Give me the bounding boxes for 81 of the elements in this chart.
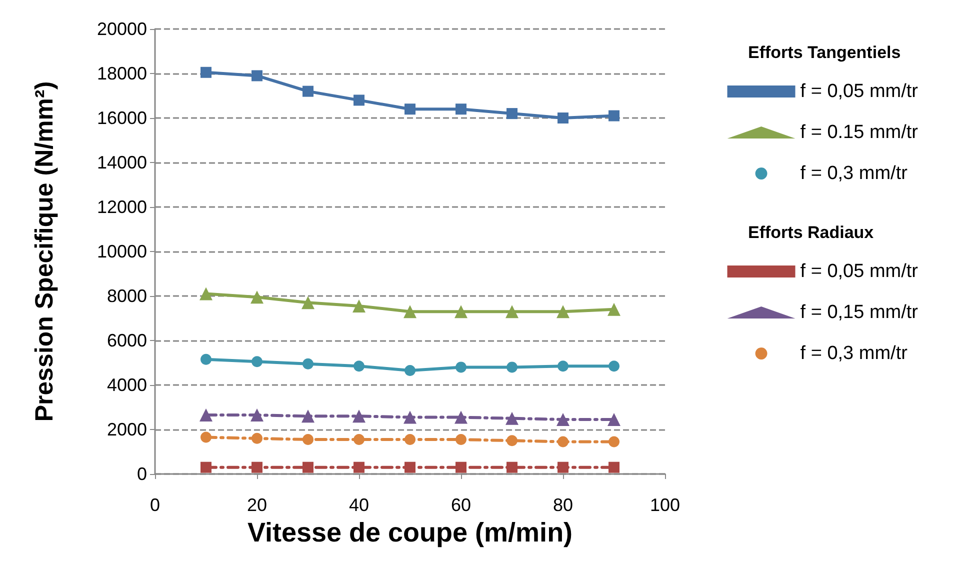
y-tick-label: 6000 <box>106 330 147 350</box>
point <box>558 112 568 124</box>
point <box>302 86 314 97</box>
point <box>506 305 518 318</box>
point <box>354 94 364 106</box>
point <box>608 360 620 372</box>
point <box>354 360 364 372</box>
point <box>200 432 212 443</box>
x-tick-label: 40 <box>348 495 370 515</box>
point <box>558 436 568 448</box>
point <box>252 356 262 368</box>
legend-label: f = 0,05 mm/tr <box>800 81 919 102</box>
point <box>608 412 620 426</box>
legend-label: f = 0,3 mm/tr <box>800 343 908 364</box>
y-tick-label: 4000 <box>106 375 147 395</box>
y-tick-label: 18000 <box>96 64 147 84</box>
point <box>456 104 466 115</box>
y-axis-title: Pression Specifique (N/mm²) <box>30 81 58 422</box>
point <box>556 412 570 426</box>
point <box>506 362 518 373</box>
point <box>302 462 314 473</box>
point <box>506 412 518 425</box>
point <box>456 462 466 473</box>
point <box>200 354 212 365</box>
x-tick-label: 60 <box>450 495 472 515</box>
point <box>558 360 568 372</box>
point <box>608 110 620 122</box>
point <box>456 434 466 446</box>
point <box>556 305 570 318</box>
point <box>302 410 314 423</box>
point <box>558 462 568 473</box>
x-axis-title: Vitesse de coupe (m/min) <box>247 517 573 548</box>
y-tick-label: 10000 <box>96 242 147 262</box>
y-tick-label: 8000 <box>106 286 147 306</box>
point <box>200 408 212 422</box>
point <box>352 410 366 423</box>
point <box>506 108 518 120</box>
x-tick-label: 80 <box>552 495 574 515</box>
point <box>352 300 366 313</box>
point <box>454 305 468 318</box>
point <box>200 66 212 78</box>
point <box>252 462 262 473</box>
y-tick-label: 20000 <box>96 19 147 39</box>
point <box>608 436 620 448</box>
point <box>506 462 518 473</box>
point <box>404 410 416 424</box>
point <box>454 410 468 424</box>
x-tick-label: 20 <box>246 495 268 515</box>
point <box>404 305 416 318</box>
point <box>404 434 416 446</box>
point <box>404 365 416 376</box>
legend-label: f = 0,05 mm/tr <box>800 261 919 282</box>
point <box>354 434 364 446</box>
point <box>354 462 364 473</box>
text: Efforts Radiaux <box>748 223 874 242</box>
y-tick-label: 14000 <box>96 152 147 172</box>
point <box>250 290 264 304</box>
point <box>608 462 620 473</box>
point <box>252 70 262 82</box>
y-tick-label: 12000 <box>96 197 147 217</box>
legend-label: f = 0,3 mm/tr <box>800 163 908 184</box>
x-tick-label: 0 <box>150 495 160 515</box>
point <box>506 435 518 446</box>
point <box>302 358 314 370</box>
x-tick-label: 100 <box>650 495 680 515</box>
point <box>200 287 212 300</box>
point <box>404 462 416 473</box>
point <box>302 296 314 310</box>
text: Efforts Tangentiels <box>748 43 901 62</box>
point <box>404 104 416 115</box>
legend-label: f = 0.15 mm/tr <box>800 122 919 143</box>
y-tick-label: 16000 <box>96 108 147 128</box>
point <box>456 362 466 373</box>
point <box>608 302 620 316</box>
y-tick-label: 0 <box>136 464 147 484</box>
point <box>302 434 314 446</box>
point <box>252 432 262 444</box>
y-tick-label: 2000 <box>106 420 147 440</box>
point <box>200 462 212 473</box>
legend-label: f = 0,15 mm/tr <box>800 302 919 323</box>
point <box>250 408 264 422</box>
